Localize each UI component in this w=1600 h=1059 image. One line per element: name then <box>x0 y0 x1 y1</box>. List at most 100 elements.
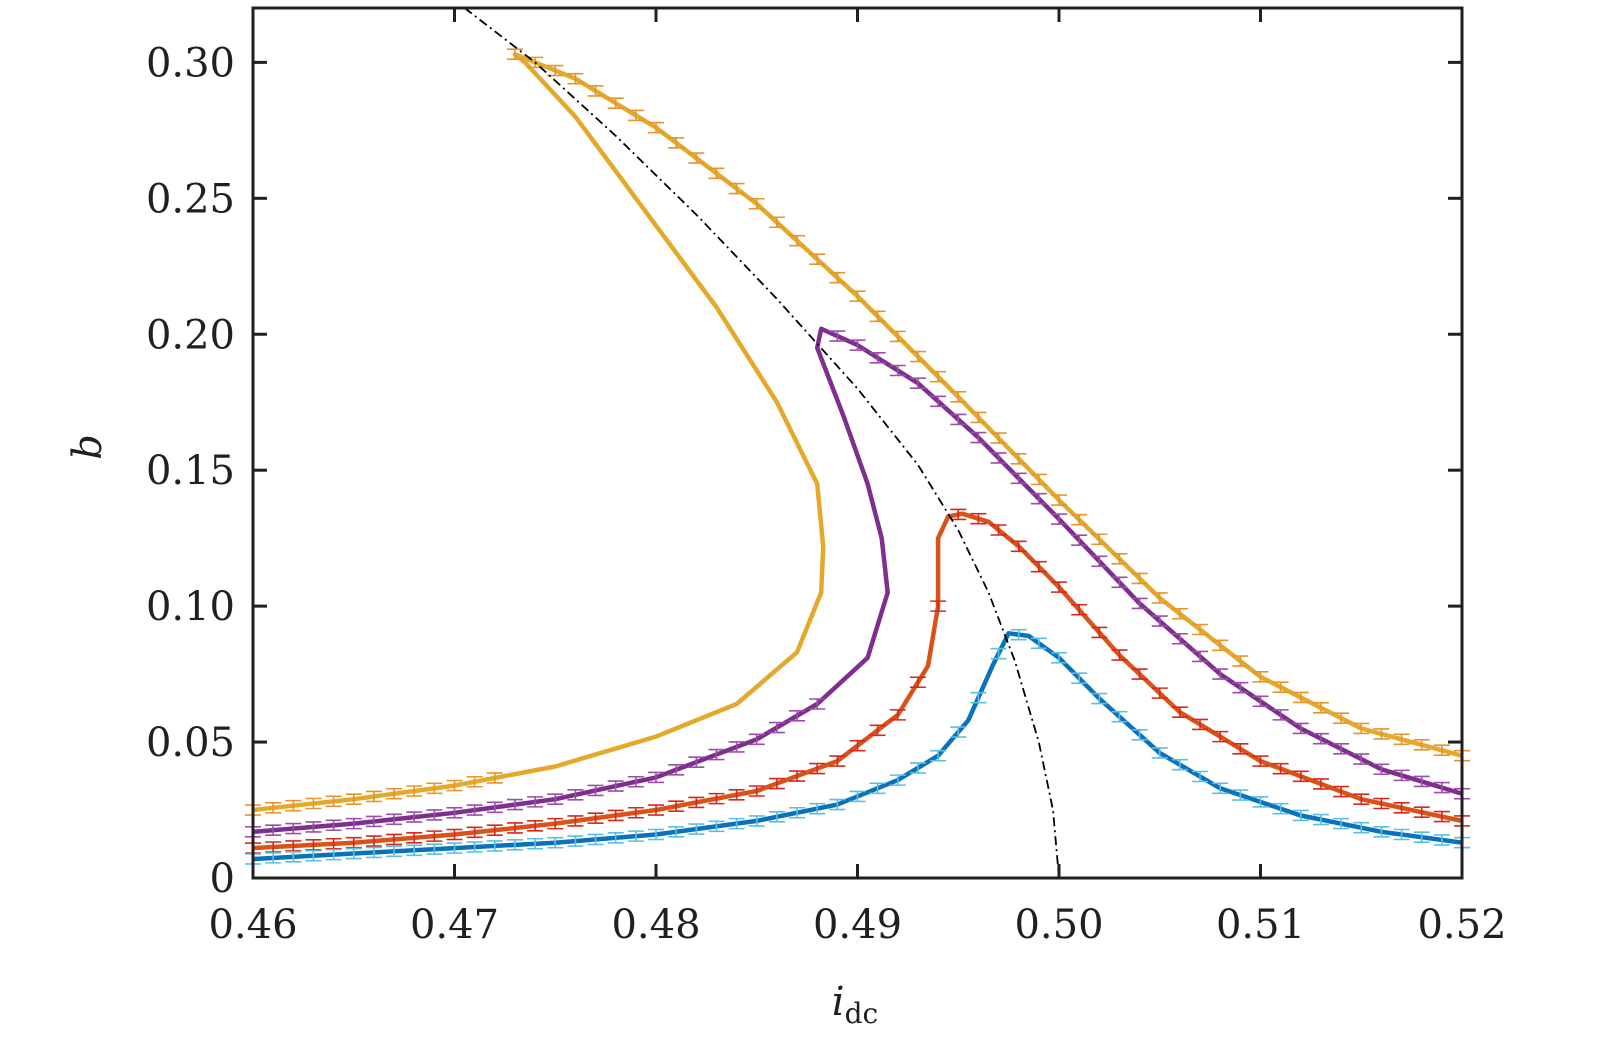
series-1-errorbar <box>1433 781 1450 794</box>
series-2-errorbar <box>1171 706 1188 718</box>
series-3-errorbar <box>627 830 644 842</box>
series-3-errorbar <box>567 835 584 847</box>
series-1-errorbar <box>325 819 342 832</box>
series-0-errorbar <box>648 121 664 134</box>
series-2-errorbar <box>1131 668 1148 680</box>
series-0-errorbar <box>970 411 987 424</box>
series-1-errorbar <box>1051 513 1067 525</box>
series-2-errorbar <box>668 800 685 813</box>
plot-area: 0.46 0.47 0.48 0.49 0.50 0.51 0.52 0 0.05 0.10 0.1… <box>146 6 1507 948</box>
series-2-errorbar <box>1010 540 1027 553</box>
series-3-errorbar <box>305 849 322 862</box>
series-1-errorbar <box>265 824 282 836</box>
series-3-errorbar <box>1433 834 1450 846</box>
x-tick-label: 0.49 <box>813 902 902 948</box>
series-3-errorbar <box>869 782 886 795</box>
series-0-errorbar <box>748 197 765 210</box>
series-1-errorbar <box>1353 753 1370 765</box>
series-1-errorbar <box>305 821 322 833</box>
series-2-errorbar <box>829 755 846 767</box>
series-3-errorbar <box>1312 813 1329 826</box>
series-1-errorbar <box>567 789 584 801</box>
series-1-errorbar <box>950 413 967 426</box>
series-3-errorbar <box>1151 747 1168 759</box>
series-0-errorbar <box>930 370 947 383</box>
series-2-errorbar <box>547 817 564 830</box>
y-tick-label: 0.30 <box>146 40 235 86</box>
series-2-errorbar <box>1151 687 1168 699</box>
series-3-errorbar <box>789 806 806 819</box>
series-3-errorbar <box>1030 637 1047 650</box>
series-3-errorbar <box>909 762 926 774</box>
series-1-errorbar <box>889 364 906 377</box>
series-1-errorbar <box>345 817 362 830</box>
series-1-errorbar <box>930 395 947 408</box>
series-2-errorbar <box>1051 581 1067 593</box>
series-1-errorbar <box>1252 695 1269 708</box>
series-1-errorbar <box>1111 576 1128 589</box>
series-0-errorbar <box>627 109 644 122</box>
series-0-errorbar <box>1212 639 1229 652</box>
series-1-errorbar <box>688 756 705 768</box>
series-1-errorbar <box>1030 492 1047 505</box>
series-3-errorbar <box>345 847 362 860</box>
series-0-errorbar <box>265 802 282 814</box>
series-3-errorbar <box>668 825 685 838</box>
series-2-errorbar <box>466 826 483 839</box>
series-2-errorbar <box>1091 626 1108 639</box>
series-3-errorbar <box>1010 628 1027 641</box>
series-2-errorbar <box>688 796 705 809</box>
series-0-errorbar <box>688 152 705 164</box>
series-3-errorbar <box>285 850 302 863</box>
series-1-errorbar <box>829 330 846 342</box>
series-0-errorbar <box>1252 671 1269 683</box>
series-0-errorbar <box>325 795 342 808</box>
series-2-errorbar <box>1252 755 1269 767</box>
series-3-errorbar <box>1393 828 1410 841</box>
series-3-errorbar <box>325 848 342 861</box>
series-3-errorbar <box>950 726 967 738</box>
series-1-errorbar <box>1212 668 1229 680</box>
series-0-errorbar <box>486 772 503 784</box>
series-0-errorbar <box>1312 702 1329 714</box>
series-1-errorbar <box>970 431 987 444</box>
series-3-errorbar <box>748 815 765 827</box>
series-2-errorbar <box>627 806 644 819</box>
series-0-errorbar <box>345 793 362 805</box>
series-2-errorbar <box>909 676 926 689</box>
series-1-errorbar <box>285 822 302 835</box>
series-2-errorbar <box>426 830 443 842</box>
series-1-errorbar <box>909 377 926 389</box>
series-0-errorbar <box>849 290 866 302</box>
series-3-errorbar <box>547 836 564 849</box>
series-3-errorbar <box>466 841 483 853</box>
series-3-errorbar <box>1413 831 1430 844</box>
series-1-errorbar <box>668 763 685 776</box>
series-2-errorbar <box>1192 718 1209 731</box>
series-0-errorbar <box>567 72 584 85</box>
series-2-errorbar <box>567 815 584 827</box>
series-3-errorbar <box>1333 817 1350 830</box>
series-0-errorbar <box>1433 744 1450 757</box>
series-3-errorbar <box>1272 802 1289 815</box>
series-2-errorbar <box>587 812 604 824</box>
series-1-errorbar <box>1413 775 1430 788</box>
series-1-errorbar <box>1393 769 1410 782</box>
y-tick-label: 0.25 <box>146 176 235 222</box>
series-3-errorbar <box>1091 692 1108 705</box>
series-2-errorbar <box>386 833 403 846</box>
series-2-errorbar <box>708 792 725 805</box>
series-0-errorbar <box>909 350 926 363</box>
series-0-errorbar <box>1333 712 1350 724</box>
series-2-errorbar <box>1030 560 1047 573</box>
series-2-errorbar <box>1071 603 1088 616</box>
series-0-errorbar <box>1192 623 1209 636</box>
series-0-errorbar <box>406 785 423 797</box>
series-2-errorbar <box>285 840 302 852</box>
series-2-errorbar <box>486 824 503 836</box>
series-3-errorbar <box>728 817 745 830</box>
series-0-errorbar <box>990 432 1007 444</box>
series-3-errorbar <box>406 844 423 857</box>
series-1-errorbar <box>365 815 382 828</box>
